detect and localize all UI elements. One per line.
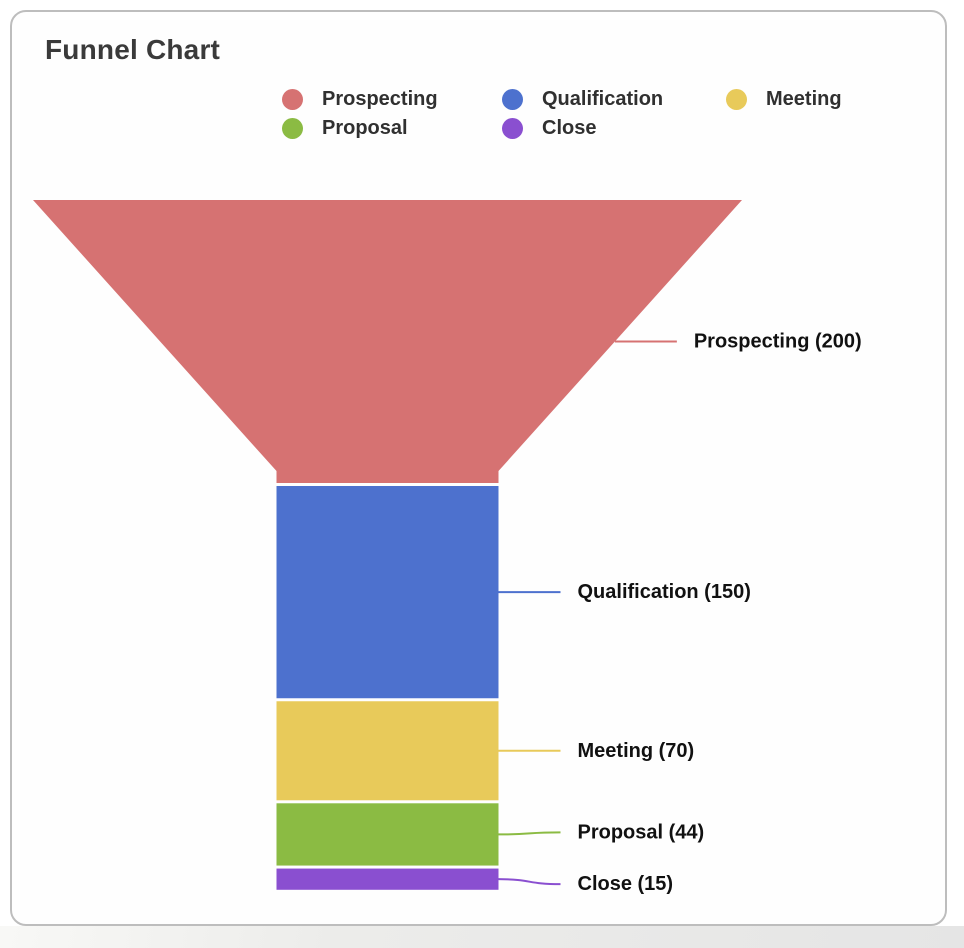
- legend-label: Prospecting: [322, 88, 438, 110]
- slice-annotation-prospecting: Prospecting (200): [694, 331, 862, 353]
- legend-marker-icon: [282, 117, 303, 139]
- leader-line-proposal: [498, 831, 561, 836]
- legend-marker-icon: [502, 88, 523, 110]
- legend-marker-icon: [502, 117, 523, 139]
- page-background-strip: [0, 926, 964, 948]
- leader-line-close: [498, 878, 561, 886]
- funnel-slice-meeting[interactable]: [276, 701, 499, 801]
- funnel-slice-close[interactable]: [276, 868, 499, 890]
- chart-legend: Prospecting Qualification Meeting Propos…: [282, 88, 842, 139]
- legend-label: Close: [542, 117, 597, 139]
- chart-title: Funnel Chart: [45, 34, 221, 65]
- slice-annotation-meeting: Meeting (70): [578, 740, 695, 762]
- funnel-slice-qualification[interactable]: [276, 486, 499, 699]
- legend-item-close[interactable]: Close: [502, 117, 726, 139]
- legend-marker-icon: [282, 88, 303, 110]
- legend-label: Meeting: [766, 88, 842, 110]
- legend-item-proposal[interactable]: Proposal: [282, 117, 502, 139]
- funnel-slice-proposal[interactable]: [276, 803, 499, 866]
- legend-label: Proposal: [322, 117, 408, 139]
- slice-annotation-qualification: Qualification (150): [578, 581, 751, 603]
- slice-annotation-proposal: Proposal (44): [578, 821, 705, 843]
- funnel-slice-prospecting[interactable]: [33, 200, 742, 483]
- legend-item-meeting[interactable]: Meeting: [726, 88, 842, 110]
- slice-annotation-close: Close (15): [578, 873, 674, 895]
- legend-label: Qualification: [542, 88, 664, 110]
- legend-marker-icon: [726, 88, 747, 110]
- legend-item-qualification[interactable]: Qualification: [502, 88, 726, 110]
- legend-item-prospecting[interactable]: Prospecting: [282, 88, 502, 110]
